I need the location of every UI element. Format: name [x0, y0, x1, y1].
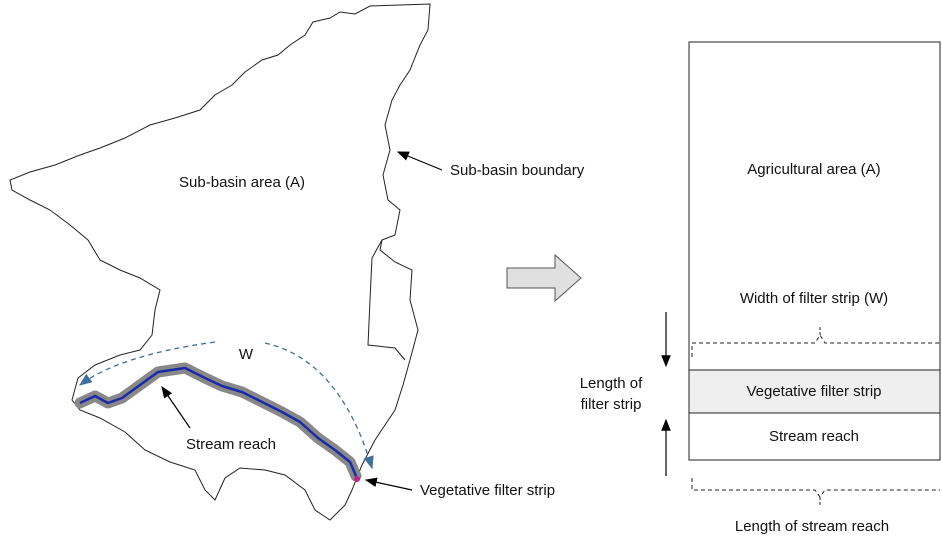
- width-arc: [78, 341, 216, 386]
- stream-label: Stream reach: [186, 436, 276, 453]
- reach-bracket: [691, 478, 940, 498]
- width-label: Width of filter strip (W): [740, 290, 888, 307]
- basin-label: Sub-basin area (A): [179, 174, 305, 191]
- area-label: Agricultural area (A): [747, 161, 880, 178]
- pointer-arrow: [396, 151, 443, 171]
- pointer-arrow: [364, 477, 413, 491]
- stream-label: Stream reach: [769, 428, 859, 445]
- length-label-line: filter strip: [581, 396, 642, 413]
- transform-arrow: [506, 253, 582, 303]
- outlet-point: [354, 476, 360, 482]
- agricultural-box: [688, 41, 941, 461]
- width-bracket: [691, 334, 940, 357]
- width-label: W: [239, 346, 254, 363]
- stream-reach-line: [79, 366, 358, 477]
- length-label-line: Length of: [580, 375, 643, 392]
- sub-basin-inner-line: [367, 239, 406, 361]
- filter-strip-band: [689, 370, 940, 413]
- reach-length-label: Length of stream reach: [735, 518, 889, 535]
- strip-label: Vegetative filter strip: [420, 482, 555, 499]
- strip-label: Vegetative filter strip: [746, 383, 881, 400]
- boundary-label: Sub-basin boundary: [450, 162, 585, 179]
- pointer-arrow: [161, 386, 191, 429]
- width-arc: [264, 342, 374, 470]
- sub-basin-boundary: [9, 3, 431, 521]
